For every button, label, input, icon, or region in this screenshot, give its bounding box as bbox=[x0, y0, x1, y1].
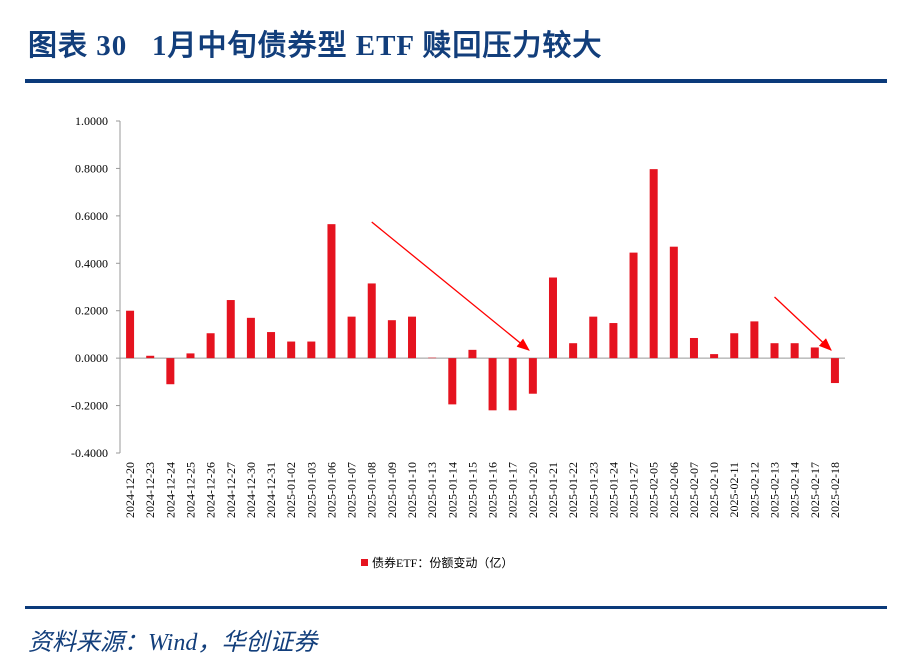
bar bbox=[569, 343, 578, 359]
bar bbox=[126, 310, 135, 359]
x-tick-label: 2025-01-24 bbox=[606, 462, 620, 518]
x-tick-label: 2025-01-09 bbox=[385, 462, 399, 518]
y-tick-label: 0.6000 bbox=[75, 209, 108, 223]
bar bbox=[528, 358, 537, 394]
x-tick-label: 2025-01-02 bbox=[284, 462, 298, 518]
x-tick-label: 2025-01-21 bbox=[546, 462, 560, 518]
y-tick-label: 1.0000 bbox=[75, 114, 108, 128]
bar bbox=[287, 341, 296, 359]
bar bbox=[408, 316, 417, 359]
x-tick-label: 2025-01-16 bbox=[486, 462, 500, 518]
source-rule bbox=[25, 606, 887, 609]
x-tick-label: 2025-02-06 bbox=[667, 462, 681, 518]
x-tick-label: 2025-01-14 bbox=[445, 462, 459, 518]
trend-arrow bbox=[371, 221, 530, 351]
x-tick-label: 2025-01-06 bbox=[324, 462, 338, 518]
x-tick-label: 2025-02-07 bbox=[687, 462, 701, 518]
x-tick-label: 2025-01-03 bbox=[304, 462, 318, 518]
x-tick-label: 2024-12-20 bbox=[123, 462, 137, 518]
bar bbox=[327, 224, 336, 359]
bar bbox=[830, 358, 839, 384]
bar bbox=[428, 357, 437, 359]
figure-title: 图表 30 1月中旬债券型 ETF 赎回压力较大 bbox=[28, 30, 603, 62]
bar bbox=[589, 316, 598, 359]
x-tick-label: 2025-02-11 bbox=[727, 462, 741, 518]
title-rule bbox=[25, 79, 887, 83]
x-tick-label: 2025-01-13 bbox=[425, 462, 439, 518]
legend-label: 债券ETF：份额变动（亿） bbox=[372, 555, 513, 570]
bar bbox=[226, 300, 235, 359]
x-tick-label: 2024-12-30 bbox=[244, 462, 258, 518]
x-tick-label: 2024-12-31 bbox=[264, 462, 278, 518]
x-tick-label: 2025-01-15 bbox=[465, 462, 479, 518]
y-tick-label: 0.2000 bbox=[75, 304, 108, 318]
legend: 债券ETF：份额变动（亿） bbox=[361, 555, 513, 570]
y-tick-label: -0.4000 bbox=[71, 446, 108, 460]
x-tick-label: 2025-01-20 bbox=[526, 462, 540, 518]
bar bbox=[710, 354, 719, 359]
bar bbox=[367, 283, 376, 359]
bar bbox=[387, 320, 396, 359]
x-tick-label: 2025-01-27 bbox=[627, 462, 641, 518]
bar bbox=[166, 358, 175, 385]
bar bbox=[267, 332, 276, 359]
x-tick-label: 2025-02-17 bbox=[808, 462, 822, 518]
bar bbox=[307, 341, 316, 359]
x-tick-labels: 2024-12-20 2024-12-23 2024-12-24 2024-12-25… bbox=[123, 462, 842, 518]
bar bbox=[750, 321, 759, 359]
annotation-arrows bbox=[371, 221, 832, 351]
x-tick-label: 2025-02-13 bbox=[768, 462, 782, 518]
bar bbox=[730, 333, 739, 359]
x-tick-label: 2025-01-10 bbox=[405, 462, 419, 518]
x-tick-label: 2025-01-23 bbox=[586, 462, 600, 518]
y-tick-labels: 1.0000 0.8000 0.6000 0.4000 0.2000 0.0000 -0.2… bbox=[71, 114, 108, 460]
axes bbox=[116, 120, 845, 454]
bar bbox=[689, 337, 698, 359]
bar bbox=[186, 353, 195, 359]
x-tick-label: 2024-12-24 bbox=[163, 462, 177, 518]
source-note: 资料来源：Wind，华创证券 bbox=[28, 630, 318, 656]
x-tick-label: 2025-01-22 bbox=[566, 462, 580, 518]
y-tick-label: 0.8000 bbox=[75, 161, 108, 175]
x-tick-label: 2025-02-18 bbox=[828, 462, 842, 518]
y-tick-label: -0.2000 bbox=[71, 399, 108, 413]
x-tick-label: 2025-02-14 bbox=[788, 462, 802, 518]
bar bbox=[669, 246, 678, 359]
bar bbox=[548, 277, 557, 359]
bar bbox=[246, 317, 255, 359]
bar bbox=[790, 343, 799, 359]
bar bbox=[347, 316, 356, 359]
bar bbox=[649, 169, 658, 359]
bar bbox=[448, 358, 457, 405]
bar bbox=[770, 343, 779, 359]
x-tick-label: 2024-12-27 bbox=[224, 462, 238, 518]
x-tick-label: 2025-01-08 bbox=[365, 462, 379, 518]
x-tick-label: 2024-12-23 bbox=[143, 462, 157, 518]
legend-swatch bbox=[361, 559, 368, 566]
x-tick-label: 2024-12-25 bbox=[183, 462, 197, 518]
x-tick-label: 2025-01-07 bbox=[345, 462, 359, 518]
bar bbox=[206, 333, 215, 359]
bar bbox=[468, 349, 477, 359]
x-tick-label: 2025-02-10 bbox=[707, 462, 721, 518]
bar bbox=[609, 323, 618, 359]
trend-arrow bbox=[774, 296, 832, 351]
x-tick-label: 2025-01-17 bbox=[506, 462, 520, 518]
y-tick-label: 0.4000 bbox=[75, 256, 108, 270]
bars bbox=[126, 169, 839, 411]
y-tick-label: 0.0000 bbox=[75, 351, 108, 365]
bar bbox=[508, 358, 517, 411]
bar bbox=[488, 358, 497, 411]
x-tick-label: 2025-02-12 bbox=[747, 462, 761, 518]
x-tick-label: 2024-12-26 bbox=[204, 462, 218, 518]
bar bbox=[146, 355, 155, 359]
bar bbox=[810, 347, 819, 359]
bar bbox=[629, 252, 638, 359]
x-tick-label: 2025-02-05 bbox=[647, 462, 661, 518]
